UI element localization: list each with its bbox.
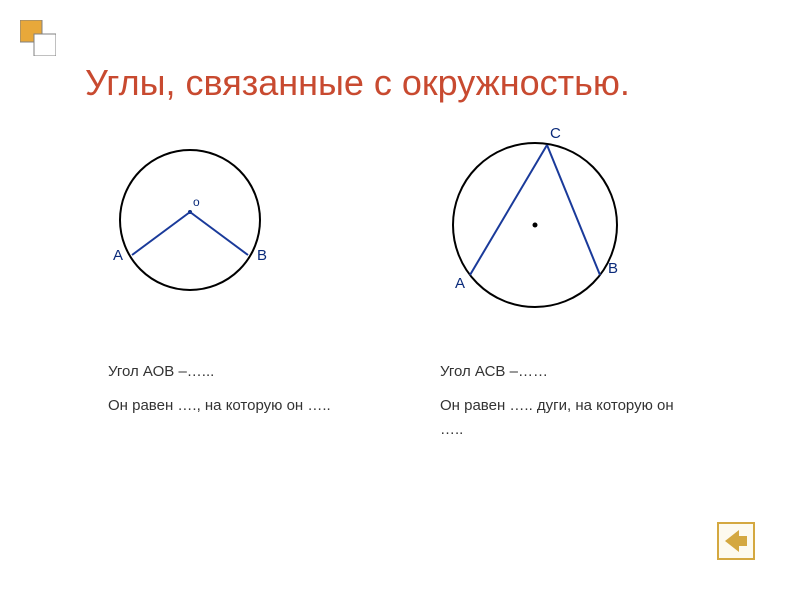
- label-b-left: В: [257, 247, 267, 264]
- text-block-left: Угол АОВ –…... Он равен …., на которую о…: [108, 360, 348, 418]
- back-arrow-icon: [717, 522, 755, 560]
- corner-decoration: [20, 20, 56, 61]
- label-b-right: В: [608, 260, 618, 277]
- central-angle-diagram: о А В: [105, 145, 285, 320]
- label-a-right: А: [455, 275, 465, 292]
- label-a-left: А: [113, 247, 123, 264]
- text-left-line1: Угол АОВ –…...: [108, 360, 348, 384]
- label-c: С: [550, 125, 561, 142]
- label-o: о: [193, 195, 200, 209]
- inscribed-angle-diagram: С А В: [440, 130, 640, 335]
- text-right-line1: Угол АСВ –……: [440, 360, 680, 384]
- text-left-line2: Он равен …., на которую он …..: [108, 394, 348, 418]
- nav-back-button[interactable]: [717, 522, 755, 565]
- text-right-line2: Он равен ….. дуги, на которую он …..: [440, 394, 680, 442]
- page-title: Углы, связанные с окружностью.: [85, 62, 630, 104]
- text-block-right: Угол АСВ –…… Он равен ….. дуги, на котор…: [440, 360, 680, 442]
